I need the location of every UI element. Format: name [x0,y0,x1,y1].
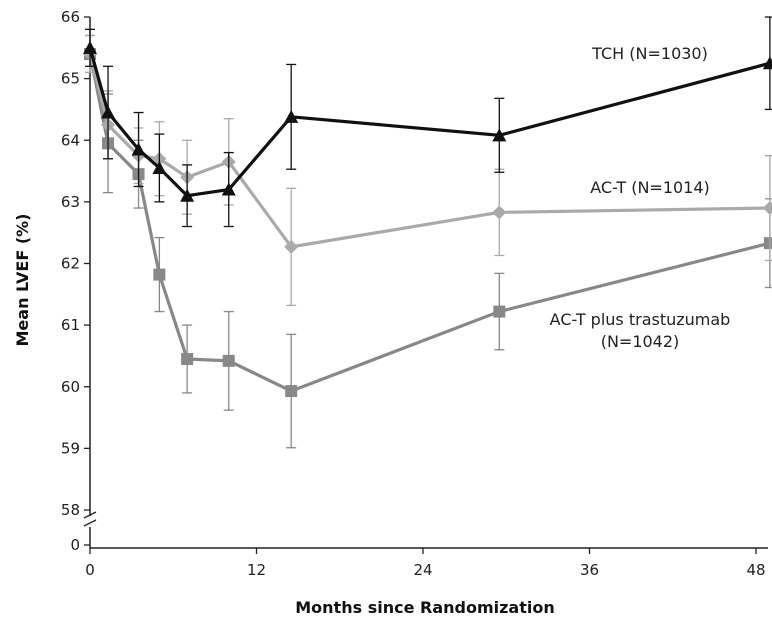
data-point-triangle [284,109,299,123]
series-label: AC-T plus trastuzumab [550,310,731,329]
series-triangle [83,16,772,228]
series-label: (N=1042) [601,332,680,351]
x-tick-label: 24 [413,561,432,579]
y-axis-break-mark [83,511,97,519]
data-point-triangle [131,142,146,156]
y-tick-label: 0 [70,536,80,554]
x-tick-label: 48 [746,561,765,579]
data-point-diamond [284,239,299,254]
data-point-diamond [492,205,507,220]
data-point-square [181,353,194,366]
y-tick-label: 59 [61,439,80,457]
y-tick-label: 63 [61,193,80,211]
series-line [88,53,770,249]
data-point-triangle [221,182,236,196]
data-point-square [493,305,506,318]
y-tick-label: 66 [61,8,80,26]
data-point-triangle [101,105,116,119]
y-tick-label: 58 [61,501,80,519]
data-point-triangle [762,56,772,70]
data-point-triangle [492,128,507,142]
data-point-diamond [762,201,772,216]
y-tick-label: 62 [61,255,80,273]
series-diamond [83,34,772,307]
x-tick-label: 0 [85,561,95,579]
x-tick-label: 36 [580,561,599,579]
data-point-triangle [152,160,167,174]
x-tick-label: 12 [247,561,266,579]
series-line [88,47,771,198]
y-tick-label: 61 [61,316,80,334]
data-point-triangle [83,40,97,54]
axes: 58 59 60 61 62 63 64 65 66 00 12 24 36 48 [61,8,768,579]
y-tick-label: 60 [61,378,80,396]
data-point-triangle [180,188,195,202]
series-label: TCH (N=1030) [591,44,708,63]
series-label: AC-T (N=1014) [590,178,710,197]
data-point-square [222,354,235,367]
series-layer [83,16,772,449]
y-tick-label: 65 [61,70,80,88]
x-axis-title: Months since Randomization [295,598,554,617]
y-axis-break-mark [83,519,97,527]
data-point-square [153,268,166,281]
labels-layer: TCH (N=1030) AC-T (N=1014) AC-T plus trast… [550,44,731,351]
series-square [84,34,772,449]
data-point-square [285,385,298,398]
data-point-square [763,237,772,250]
y-tick-label: 64 [61,131,80,149]
y-axis-title: Mean LVEF (%) [13,214,32,347]
